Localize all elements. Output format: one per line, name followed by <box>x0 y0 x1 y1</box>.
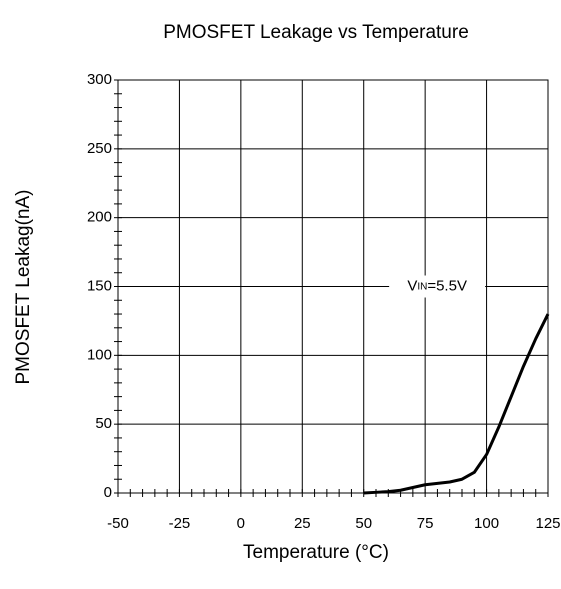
x-tick-label: 25 <box>294 515 311 532</box>
annotation-part: IN <box>417 281 427 292</box>
annotation-part: V <box>407 277 417 294</box>
y-tick-label: 100 <box>87 346 112 363</box>
y-tick-label: 150 <box>87 277 112 294</box>
plot-frame <box>117 79 549 494</box>
x-tick-label: 125 <box>535 515 560 532</box>
x-tick-label: 50 <box>355 515 372 532</box>
y-tick-label: 300 <box>87 71 112 88</box>
x-tick-label: -25 <box>169 515 191 532</box>
data-line <box>363 313 550 495</box>
annotation-bg <box>389 275 486 298</box>
y-tick-label: 50 <box>95 415 112 432</box>
x-axis-label: Temperature (°C) <box>243 542 389 563</box>
y-tick-label: 0 <box>104 484 112 501</box>
x-tick-label: -50 <box>107 515 129 532</box>
y-tick-label: 200 <box>87 209 112 226</box>
x-tick-label: 75 <box>417 515 434 532</box>
y-axis-label: PMOSFET Leakag(nA) <box>13 189 34 384</box>
x-tick-label: 100 <box>474 515 499 532</box>
x-tick-label: 0 <box>237 515 245 532</box>
chart-title: PMOSFET Leakage vs Temperature <box>163 22 469 43</box>
annotation: VIN=5.5V <box>407 277 467 294</box>
annotation-part: =5.5V <box>427 277 467 294</box>
y-tick-label: 250 <box>87 140 112 157</box>
